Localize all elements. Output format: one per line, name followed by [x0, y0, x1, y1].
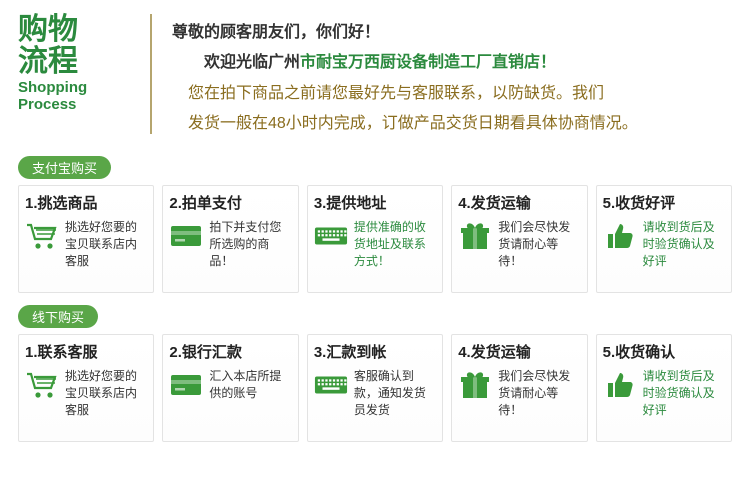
step-card: 2.拍单支付拍下并支付您所选购的商品！	[162, 185, 298, 293]
section-badge-alipay: 支付宝购买	[18, 156, 111, 179]
step-body: 提供准确的收货地址及联系方式！	[314, 219, 436, 271]
step-title: 4.发货运输	[458, 192, 580, 213]
step-body: 请收到货后及时验货确认及好评	[603, 368, 725, 420]
step-desc: 拍下并支付您所选购的商品！	[209, 219, 291, 271]
thumb-icon	[603, 368, 637, 402]
title-english: Shopping Process	[18, 79, 136, 114]
step-desc: 提供准确的收货地址及联系方式！	[354, 219, 436, 271]
step-title: 1.挑选商品	[25, 192, 147, 213]
step-body: 挑选好您要的宝贝联系店内客服	[25, 219, 147, 271]
header: 购物 流程 Shopping Process 尊敬的顾客朋友们，你们好！ 欢迎光…	[18, 8, 732, 140]
step-desc: 请收到货后及时验货确认及好评	[643, 219, 725, 271]
step-desc: 挑选好您要的宝贝联系店内客服	[65, 219, 147, 271]
step-card: 4.发货运输我们会尽快发货请耐心等待！	[451, 185, 587, 293]
welcome-line: 欢迎光临广州市耐宝万西厨设备制造工厂直销店！	[172, 48, 732, 78]
step-title: 2.拍单支付	[169, 192, 291, 213]
greeting-block: 尊敬的顾客朋友们，你们好！ 欢迎光临广州市耐宝万西厨设备制造工厂直销店！ 您在拍…	[166, 8, 732, 140]
header-title-block: 购物 流程 Shopping Process	[18, 8, 136, 140]
title-en-line2: Process	[18, 96, 76, 113]
gift-icon	[458, 219, 492, 253]
greeting-line: 尊敬的顾客朋友们，你们好！	[172, 18, 732, 48]
step-body: 汇入本店所提供的账号	[169, 368, 291, 403]
steps-row-offline: 1.联系客服挑选好您要的宝贝联系店内客服2.银行汇款汇入本店所提供的账号3.汇款…	[18, 334, 732, 442]
step-desc: 客服确认到款，通知发货员发货	[354, 368, 436, 420]
step-card: 5.收货确认请收到货后及时验货确认及好评	[596, 334, 732, 442]
cart-icon	[25, 219, 59, 253]
step-desc: 我们会尽快发货请耐心等待！	[498, 368, 580, 420]
notice-line-1: 您在拍下商品之前请您最好先与客服联系，以防缺货。我们	[172, 79, 732, 109]
section-badge-offline: 线下购买	[18, 305, 98, 328]
step-title: 5.收货好评	[603, 192, 725, 213]
step-card: 1.挑选商品挑选好您要的宝贝联系店内客服	[18, 185, 154, 293]
notice-line-2: 发货一般在48小时内完成，订做产品交货日期看具体协商情况。	[172, 109, 732, 139]
gift-icon	[458, 368, 492, 402]
welcome-part-b: 市耐宝万西厨设备制造工厂直销店！	[300, 54, 556, 71]
title-chinese: 购物 流程	[18, 14, 136, 77]
step-desc: 汇入本店所提供的账号	[209, 368, 291, 403]
step-card: 1.联系客服挑选好您要的宝贝联系店内客服	[18, 334, 154, 442]
step-title: 1.联系客服	[25, 341, 147, 362]
step-body: 挑选好您要的宝贝联系店内客服	[25, 368, 147, 420]
thumb-icon	[603, 219, 637, 253]
vertical-divider	[150, 14, 152, 134]
step-body: 我们会尽快发货请耐心等待！	[458, 219, 580, 271]
step-body: 客服确认到款，通知发货员发货	[314, 368, 436, 420]
step-card: 3.汇款到帐客服确认到款，通知发货员发货	[307, 334, 443, 442]
welcome-part-a: 欢迎光临广州	[204, 54, 300, 71]
keyboard-icon	[314, 219, 348, 253]
step-body: 我们会尽快发货请耐心等待！	[458, 368, 580, 420]
title-cn-line2: 流程	[18, 45, 78, 78]
step-desc: 挑选好您要的宝贝联系店内客服	[65, 368, 147, 420]
card-icon	[169, 368, 203, 402]
step-title: 2.银行汇款	[169, 341, 291, 362]
step-title: 3.汇款到帐	[314, 341, 436, 362]
title-en-line1: Shopping	[18, 79, 87, 96]
step-card: 3.提供地址提供准确的收货地址及联系方式！	[307, 185, 443, 293]
cart-icon	[25, 368, 59, 402]
step-desc: 我们会尽快发货请耐心等待！	[498, 219, 580, 271]
card-icon	[169, 219, 203, 253]
step-desc: 请收到货后及时验货确认及好评	[643, 368, 725, 420]
step-title: 5.收货确认	[603, 341, 725, 362]
step-card: 5.收货好评请收到货后及时验货确认及好评	[596, 185, 732, 293]
step-card: 4.发货运输我们会尽快发货请耐心等待！	[451, 334, 587, 442]
keyboard-icon	[314, 368, 348, 402]
step-card: 2.银行汇款汇入本店所提供的账号	[162, 334, 298, 442]
steps-row-alipay: 1.挑选商品挑选好您要的宝贝联系店内客服2.拍单支付拍下并支付您所选购的商品！3…	[18, 185, 732, 293]
step-body: 请收到货后及时验货确认及好评	[603, 219, 725, 271]
title-cn-line1: 购物	[18, 13, 78, 46]
step-title: 3.提供地址	[314, 192, 436, 213]
step-body: 拍下并支付您所选购的商品！	[169, 219, 291, 271]
step-title: 4.发货运输	[458, 341, 580, 362]
